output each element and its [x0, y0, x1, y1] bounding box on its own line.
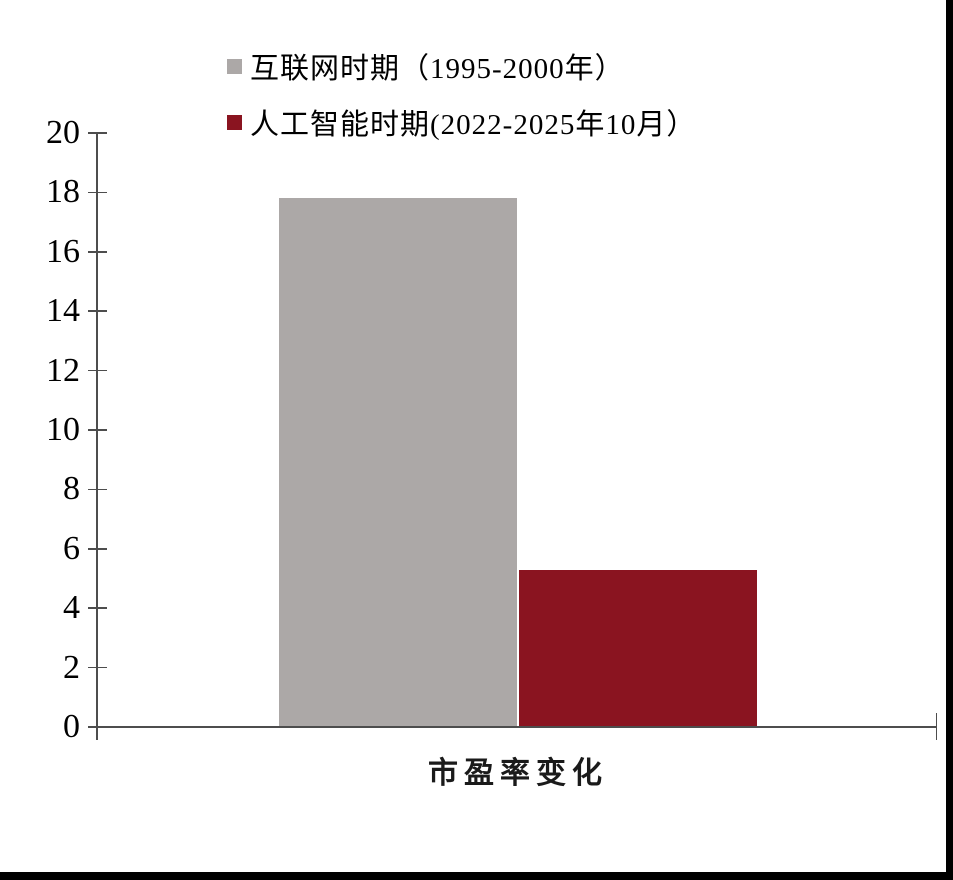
bar-ai-era	[519, 569, 757, 727]
right-edge-bar	[946, 0, 953, 880]
y-axis-tick-label: 2	[63, 648, 80, 686]
y-axis-tick	[87, 488, 107, 491]
x-category-label: 市盈率变化	[428, 757, 608, 790]
bar-internet-era	[279, 198, 517, 727]
y-axis-tick	[87, 132, 107, 134]
y-axis-tick-label: 18	[46, 173, 80, 211]
y-axis-tick	[87, 548, 107, 550]
y-axis-tick	[87, 666, 107, 669]
bars-group	[97, 133, 937, 727]
y-axis-tick	[87, 251, 107, 253]
y-axis-tick-label: 10	[46, 411, 80, 448]
y-axis-tick-label: 16	[46, 232, 80, 270]
x-axis-end-tick-right	[935, 713, 938, 740]
y-axis-tick	[87, 369, 107, 372]
y-axis-tick-label: 20	[46, 114, 80, 151]
plot-area: 0 2 4 6 8 10 12 14 16 18 20	[46, 116, 938, 744]
y-axis-tick	[87, 310, 107, 312]
bottom-edge-bar	[0, 872, 953, 880]
y-axis-tick-label: 4	[63, 589, 80, 627]
y-axis-tick-label: 0	[63, 708, 80, 745]
y-axis-tick-label: 12	[46, 351, 80, 389]
y-axis-tick	[87, 429, 107, 431]
legend-swatch-internet-era	[227, 58, 242, 74]
y-axis-tick	[87, 607, 107, 609]
legend-label-internet-era: 互联网时期（1995-2000年）	[250, 53, 625, 85]
legend: 互联网时期（1995-2000年） 人工智能时期(2022-2025年10月）	[227, 50, 696, 162]
x-axis-line	[97, 726, 937, 728]
y-axis-tick-label: 14	[46, 292, 80, 330]
y-axis-tick-label: 6	[63, 529, 80, 567]
x-axis-end-tick-left	[96, 713, 98, 740]
legend-label-ai-era: 人工智能时期(2022-2025年10月）	[250, 109, 697, 141]
legend-item-internet-era: 互联网时期（1995-2000年）	[227, 50, 696, 85]
y-axis-tick	[87, 191, 107, 194]
legend-swatch-ai-era	[227, 114, 242, 130]
legend-item-ai-era: 人工智能时期(2022-2025年10月）	[227, 106, 696, 141]
y-axis-tick-label: 8	[63, 470, 80, 508]
